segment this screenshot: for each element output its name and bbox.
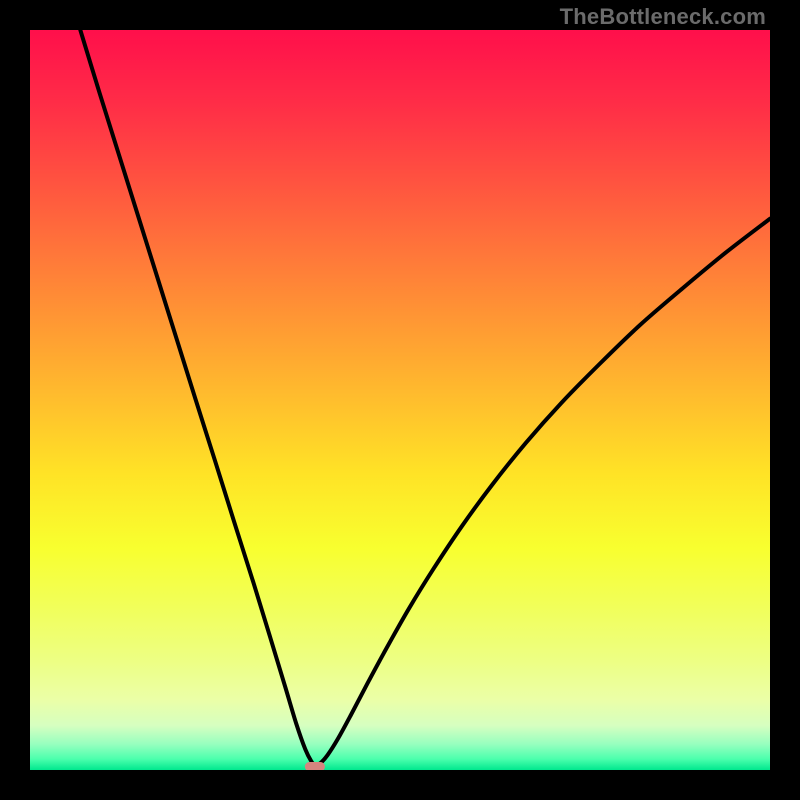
chart-frame: TheBottleneck.com <box>0 0 800 800</box>
watermark-text: TheBottleneck.com <box>560 4 766 30</box>
bottleneck-curve <box>30 30 770 770</box>
minimum-marker <box>305 762 325 770</box>
plot-area <box>30 30 770 770</box>
